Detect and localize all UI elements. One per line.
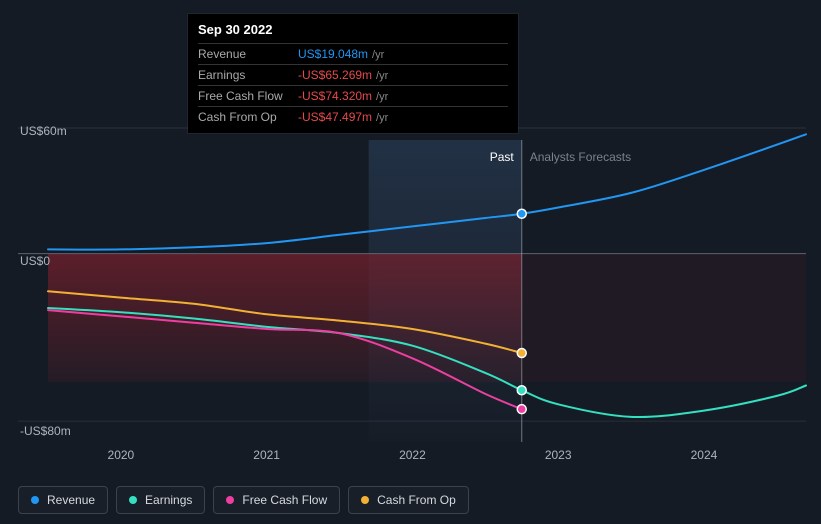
legend-label: Free Cash Flow bbox=[242, 493, 327, 507]
tooltip-date: Sep 30 2022 bbox=[198, 22, 508, 43]
legend-item-revenue[interactable]: Revenue bbox=[18, 486, 108, 514]
tooltip-row-cfo: Cash From Op -US$47.497m /yr bbox=[198, 106, 508, 127]
chart-tooltip: Sep 30 2022 Revenue US$19.048m /yr Earni… bbox=[188, 14, 518, 133]
legend-item-earnings[interactable]: Earnings bbox=[116, 486, 205, 514]
legend-dot-icon bbox=[31, 496, 39, 504]
legend-label: Earnings bbox=[145, 493, 192, 507]
x-tick-label: 2024 bbox=[691, 448, 718, 462]
y-tick-label: -US$80m bbox=[20, 424, 71, 438]
tooltip-row-fcf: Free Cash Flow -US$74.320m /yr bbox=[198, 85, 508, 106]
legend-dot-icon bbox=[129, 496, 137, 504]
x-tick-label: 2021 bbox=[253, 448, 280, 462]
legend-label: Cash From Op bbox=[377, 493, 456, 507]
x-tick-label: 2023 bbox=[545, 448, 572, 462]
earnings-revenue-chart: US$60m US$0 -US$80m 2020 2021 2022 2023 … bbox=[0, 0, 821, 524]
legend-dot-icon bbox=[361, 496, 369, 504]
legend-item-fcf[interactable]: Free Cash Flow bbox=[213, 486, 340, 514]
x-tick-label: 2020 bbox=[108, 448, 135, 462]
legend-item-cfo[interactable]: Cash From Op bbox=[348, 486, 469, 514]
legend-label: Revenue bbox=[47, 493, 95, 507]
legend-dot-icon bbox=[226, 496, 234, 504]
y-tick-label: US$60m bbox=[20, 124, 67, 138]
tooltip-row-revenue: Revenue US$19.048m /yr bbox=[198, 43, 508, 64]
y-tick-label: US$0 bbox=[20, 254, 50, 268]
legend: Revenue Earnings Free Cash Flow Cash Fro… bbox=[18, 486, 469, 514]
tooltip-row-earnings: Earnings -US$65.269m /yr bbox=[198, 64, 508, 85]
x-tick-label: 2022 bbox=[399, 448, 426, 462]
past-section-label: Past bbox=[490, 150, 514, 164]
forecasts-section-label: Analysts Forecasts bbox=[530, 150, 631, 164]
